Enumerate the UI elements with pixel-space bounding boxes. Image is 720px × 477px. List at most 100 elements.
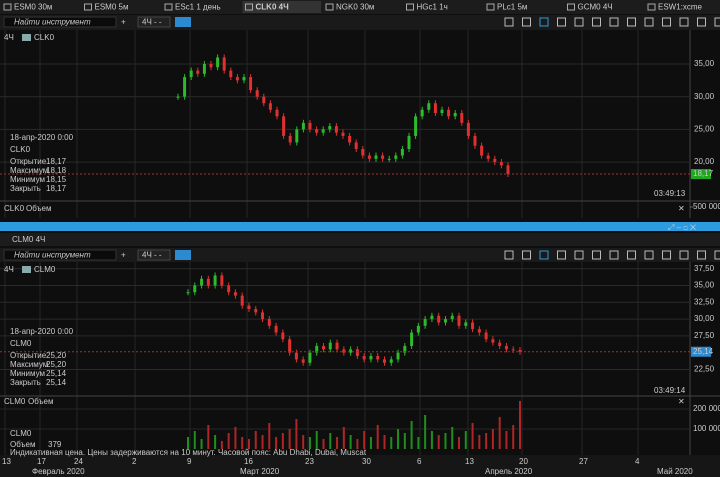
tab[interactable] — [564, 1, 644, 13]
footer-note: Индикативная цена. Цены задерживаются на… — [10, 448, 367, 457]
tool-icon[interactable] — [609, 17, 619, 27]
tool-icon[interactable] — [539, 17, 549, 27]
tab[interactable] — [645, 1, 720, 13]
volume-bar — [390, 437, 393, 449]
candle — [322, 345, 326, 350]
tab[interactable] — [484, 1, 563, 13]
candle — [403, 345, 407, 353]
tool-icon[interactable] — [679, 250, 689, 260]
candle — [262, 96, 266, 104]
volume-bar — [417, 437, 420, 449]
candle — [328, 126, 332, 130]
tool-icon[interactable] — [504, 17, 514, 27]
tool-icon[interactable] — [557, 17, 566, 27]
y-tick-label: 25,00 — [694, 124, 715, 133]
tool-icon[interactable] — [592, 17, 601, 27]
candle — [275, 109, 279, 117]
volume-bar — [464, 431, 467, 449]
close-panel[interactable]: ✕ — [678, 397, 685, 406]
candle — [410, 332, 414, 346]
tab[interactable] — [1, 1, 80, 13]
tab[interactable] — [242, 1, 322, 13]
refresh-button[interactable] — [175, 17, 191, 27]
volume-bar — [478, 435, 481, 449]
symbol-badge — [22, 266, 31, 273]
tab-label: GCM0 4Ч — [578, 3, 613, 12]
tool-icon[interactable] — [679, 17, 689, 27]
window-controls[interactable]: ⤢ ‒ ◻ ✕ — [667, 223, 696, 232]
tab[interactable] — [81, 1, 161, 13]
window-title-bar[interactable] — [0, 233, 720, 246]
info-date: 18-апр-2020 0:00 — [10, 327, 74, 336]
volume-bar — [193, 431, 196, 449]
volume-bar — [424, 415, 427, 449]
volume-bar — [369, 437, 372, 449]
search-box[interactable] — [3, 249, 117, 261]
close-panel[interactable]: ✕ — [678, 204, 685, 213]
tool-icon[interactable] — [574, 250, 584, 260]
tool-icon[interactable] — [697, 17, 706, 27]
volume-bar — [505, 431, 508, 449]
volume-bar — [336, 437, 339, 449]
candle — [233, 292, 237, 296]
date-tick-label: 4 — [635, 457, 640, 466]
volume-bar — [227, 433, 230, 449]
tool-icon[interactable] — [714, 17, 720, 27]
candle — [255, 90, 259, 97]
candle — [453, 113, 457, 117]
tool-icon[interactable] — [522, 250, 531, 260]
volume-bar — [342, 427, 345, 449]
search-box[interactable] — [3, 16, 117, 28]
candle — [334, 126, 338, 133]
tool-icon[interactable] — [592, 250, 601, 260]
tool-icon[interactable] — [714, 250, 720, 260]
volume-info-label: Объем — [10, 440, 36, 449]
tab[interactable] — [323, 1, 402, 13]
tool-icon[interactable] — [644, 250, 654, 260]
volume-bar — [349, 435, 352, 449]
tool-icon[interactable] — [662, 17, 671, 27]
candle — [433, 103, 437, 114]
refresh-button[interactable] — [175, 250, 191, 260]
date-tick-label: 23 — [305, 457, 314, 466]
candle — [254, 309, 258, 313]
candle — [301, 359, 305, 363]
date-tick-label: 13 — [2, 457, 11, 466]
tab[interactable] — [403, 1, 483, 13]
tool-icon[interactable] — [557, 250, 566, 260]
candle — [220, 275, 224, 286]
candle — [183, 77, 187, 97]
candle — [376, 356, 380, 360]
volume-bar — [363, 431, 366, 449]
volume-symbol: CLM0 — [4, 397, 26, 406]
tool-icon[interactable] — [662, 250, 671, 260]
tool-icon[interactable] — [504, 250, 514, 260]
candle — [498, 342, 502, 346]
volume-bar — [451, 427, 454, 449]
candle — [308, 122, 312, 130]
tool-icon[interactable] — [644, 17, 654, 27]
tool-icon[interactable] — [574, 17, 584, 27]
tool-icon[interactable] — [522, 17, 531, 27]
tool-icon[interactable] — [627, 250, 636, 260]
add-button[interactable]: + — [121, 251, 126, 260]
interval-box[interactable] — [137, 249, 171, 261]
volume-bar — [329, 433, 332, 449]
add-button[interactable]: + — [121, 18, 126, 27]
candle — [213, 275, 217, 286]
info-label: Открытие — [10, 157, 47, 166]
interval-box[interactable] — [137, 16, 171, 28]
volume-bar — [444, 433, 447, 449]
tool-icon[interactable] — [627, 17, 636, 27]
volume-bar — [268, 423, 271, 449]
tab[interactable] — [162, 1, 241, 13]
tool-icon[interactable] — [539, 250, 549, 260]
tool-icon[interactable] — [609, 250, 619, 260]
info-value: 18,18 — [46, 166, 67, 175]
tool-icon[interactable] — [697, 250, 706, 260]
candle — [267, 319, 271, 326]
volume-bar — [288, 429, 291, 449]
tab-icon — [406, 3, 414, 11]
date-axis — [0, 455, 720, 477]
